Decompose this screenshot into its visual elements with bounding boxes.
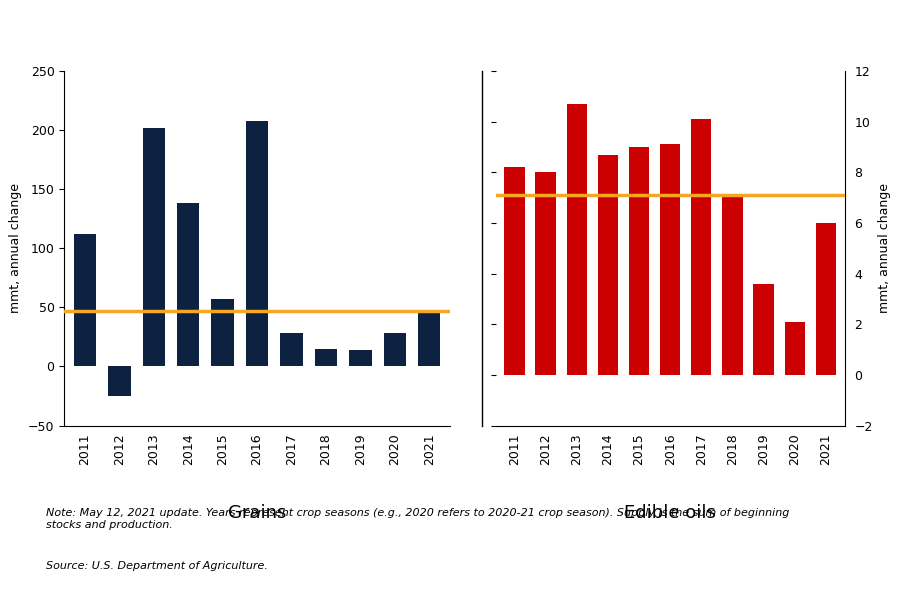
Bar [349,350,372,366]
Y-axis label: mmt, annual change: mmt, annual change [879,183,891,313]
Text: Grains: Grains [228,504,286,521]
Bar [384,333,406,366]
Bar [598,154,618,375]
Text: Source: U.S. Department of Agriculture.: Source: U.S. Department of Agriculture. [46,561,268,571]
Bar [142,128,165,366]
Bar [315,349,337,366]
Bar [504,167,524,375]
Bar [535,172,555,375]
Y-axis label: mmt, annual change: mmt, annual change [9,183,22,313]
Legend:  [453,10,465,21]
Bar [785,322,805,375]
Bar [211,299,234,366]
Bar [754,284,774,375]
Text: Edible oils: Edible oils [624,504,716,521]
Bar [108,366,130,396]
Bar [73,234,96,366]
Bar [418,311,441,366]
Bar [280,333,303,366]
Bar [246,121,268,366]
Bar [177,203,199,366]
Bar [691,119,711,375]
Bar [566,104,587,375]
Bar [816,223,836,375]
Text: Note: May 12, 2021 update. Years represent crop seasons (e.g., 2020 refers to 20: Note: May 12, 2021 update. Years represe… [46,508,789,530]
Bar [629,147,649,375]
Bar [722,195,743,375]
Bar [660,144,680,375]
